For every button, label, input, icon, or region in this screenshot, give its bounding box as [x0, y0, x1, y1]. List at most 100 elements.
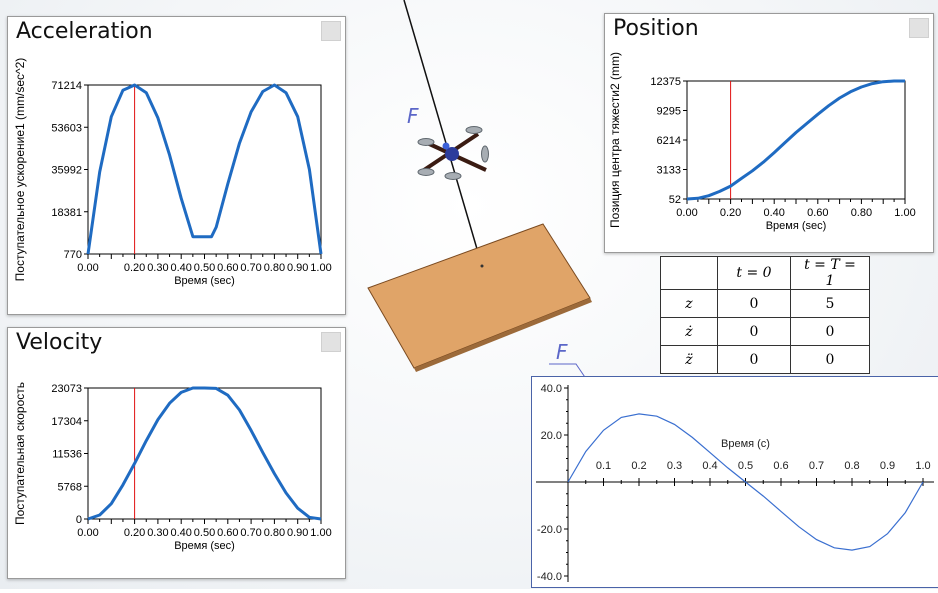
table-row: z 0 5 [660, 289, 870, 318]
force-series-line [567, 413, 924, 551]
y-tick-label: 18381 [51, 207, 82, 219]
table-header-cell [660, 256, 718, 290]
table-header-cell: t = T = 1 [790, 256, 870, 290]
y-tick-label: 20.0 [541, 430, 562, 442]
plot-frame [686, 80, 906, 200]
table-header-row: t = 0 t = T = 1 [660, 256, 870, 290]
position-chart: 12375 9295 6214 3133 520.00 0.20 0.40 0.60 0.80 1… [608, 52, 916, 232]
velocity-plot-panel[interactable]: Velocity 23073 17304 11536 5768 0 0.00 0.20 0.3… [7, 327, 346, 579]
x-tick-label: 0.50 [194, 527, 215, 539]
x-tick-label: 0.80 [264, 262, 285, 274]
tether-line [403, 0, 483, 267]
position-title: Position [613, 16, 699, 41]
force-label: F [556, 340, 568, 364]
velocity-chart: 23073 17304 11536 5768 00.00 0.20 0.30 0.40 0.50… [13, 382, 332, 552]
close-icon[interactable] [321, 21, 341, 41]
x-tick-label: 0.20 [124, 527, 145, 539]
y-tick-label: 40.0 [541, 383, 562, 395]
x-tick-label: 0.7 [809, 460, 824, 472]
y-tick-label: 23073 [51, 383, 82, 395]
plot-frame [87, 387, 322, 520]
table-cell: 0 [790, 317, 870, 346]
drone-model[interactable] [417, 126, 489, 180]
x-tick-label: 0.60 [807, 207, 828, 219]
table-cell: 0 [717, 317, 791, 346]
x-axis-label: Время (sec) [174, 275, 235, 287]
x-tick-label: 0.60 [217, 262, 238, 274]
scene-force-label: F [407, 104, 419, 128]
x-tick-label: 0.40 [170, 262, 191, 274]
tether-attach-point [480, 264, 484, 268]
x-tick-label: 0.9 [880, 460, 895, 472]
acceleration-plot-panel[interactable]: Acceleration 71214 53603 35992 18381 770 0.00… [7, 16, 346, 315]
table-cell: 0 [717, 289, 791, 318]
x-tick-label: 0.40 [170, 527, 191, 539]
table-cell: 0 [717, 345, 791, 374]
y-tick-label: 71214 [51, 80, 82, 92]
x-tick-label: 0.00 [676, 207, 697, 219]
landing-board-edge [414, 298, 592, 372]
y-axis-label: Поступательное ускорение1 (mm/sec^2) [13, 58, 27, 282]
x-tick-label: 0.00 [77, 527, 98, 539]
x-tick-label: 0.30 [147, 262, 168, 274]
y-axis-label: Позиция центра тяжести2 (mm) [608, 52, 622, 228]
x-tick-label: 0.40 [763, 207, 784, 219]
table-cell: 0 [790, 345, 870, 374]
position-plot-panel[interactable]: Position 12375 9295 6214 3133 52 0.00 0.20 0.40… [604, 13, 934, 253]
force-plot-panel[interactable]: 40.0 20.0 -20.0 -40.0 0.1 0.2 0.3 0.4 0.5 0.6 0.7 0… [531, 376, 938, 588]
x-tick-label: 1.0 [915, 460, 930, 472]
x-tick-label: 0.80 [851, 207, 872, 219]
y-tick-label: 5768 [58, 481, 82, 493]
x-tick-label: 1.00 [894, 207, 915, 219]
close-icon[interactable] [909, 18, 929, 38]
boundary-conditions-table: t = 0 t = T = 1 z 0 5 ż 0 0 z̈ 0 0 [660, 256, 870, 374]
y-tick-label: 6214 [657, 135, 681, 147]
y-tick-label: 9295 [657, 106, 681, 118]
y-tick-label: -20.0 [537, 524, 562, 536]
velocity-title: Velocity [16, 330, 103, 355]
y-tick-label: 35992 [51, 165, 82, 177]
x-tick-label: 0.4 [702, 460, 717, 472]
x-tick-label: 0.70 [240, 262, 261, 274]
x-tick-label: 0.6 [773, 460, 788, 472]
table-row: z̈ 0 0 [660, 345, 870, 374]
series-line [87, 386, 322, 521]
x-tick-label: 1.00 [310, 262, 331, 274]
y-tick-label: 12375 [650, 76, 681, 88]
table-cell: ż [660, 317, 718, 346]
y-tick-label: 3133 [657, 165, 681, 177]
x-tick-label: 0.20 [720, 207, 741, 219]
y-axis-label: Поступательная скорость [13, 382, 27, 525]
y-tick-label: -40.0 [537, 571, 562, 583]
acceleration-title: Acceleration [16, 19, 153, 44]
x-axis-label: Время (c) [721, 438, 770, 450]
table-header-cell: t = 0 [717, 256, 791, 290]
x-tick-label: 0.30 [147, 527, 168, 539]
y-tick-label: 53603 [51, 122, 82, 134]
x-tick-label: 0.80 [264, 527, 285, 539]
x-axis-label: Время (sec) [174, 540, 235, 552]
y-tick-label: 0 [76, 514, 82, 526]
table-cell: 5 [790, 289, 870, 318]
x-tick-label: 0.1 [596, 460, 611, 472]
x-tick-label: 0.3 [667, 460, 682, 472]
series-line [686, 79, 905, 201]
x-tick-label: 0.5 [738, 460, 753, 472]
close-icon[interactable] [321, 332, 341, 352]
x-tick-label: 0.90 [287, 262, 308, 274]
y-tick-label: 11536 [52, 449, 82, 461]
y-tick-label: 52 [669, 194, 681, 206]
x-tick-label: 0.70 [240, 527, 261, 539]
x-tick-label: 0.20 [124, 262, 145, 274]
x-tick-label: 0.00 [77, 262, 98, 274]
x-tick-label: 0.50 [194, 262, 215, 274]
force-chart: 40.0 20.0 -20.0 -40.0 0.1 0.2 0.3 0.4 0.5 0.6 0.7 0… [536, 383, 934, 583]
series-line [86, 83, 323, 255]
x-tick-label: 0.8 [844, 460, 859, 472]
x-tick-label: 0.90 [287, 527, 308, 539]
table-cell: z [660, 289, 718, 318]
table-cell: z̈ [660, 345, 718, 374]
plot-frame [87, 84, 322, 255]
